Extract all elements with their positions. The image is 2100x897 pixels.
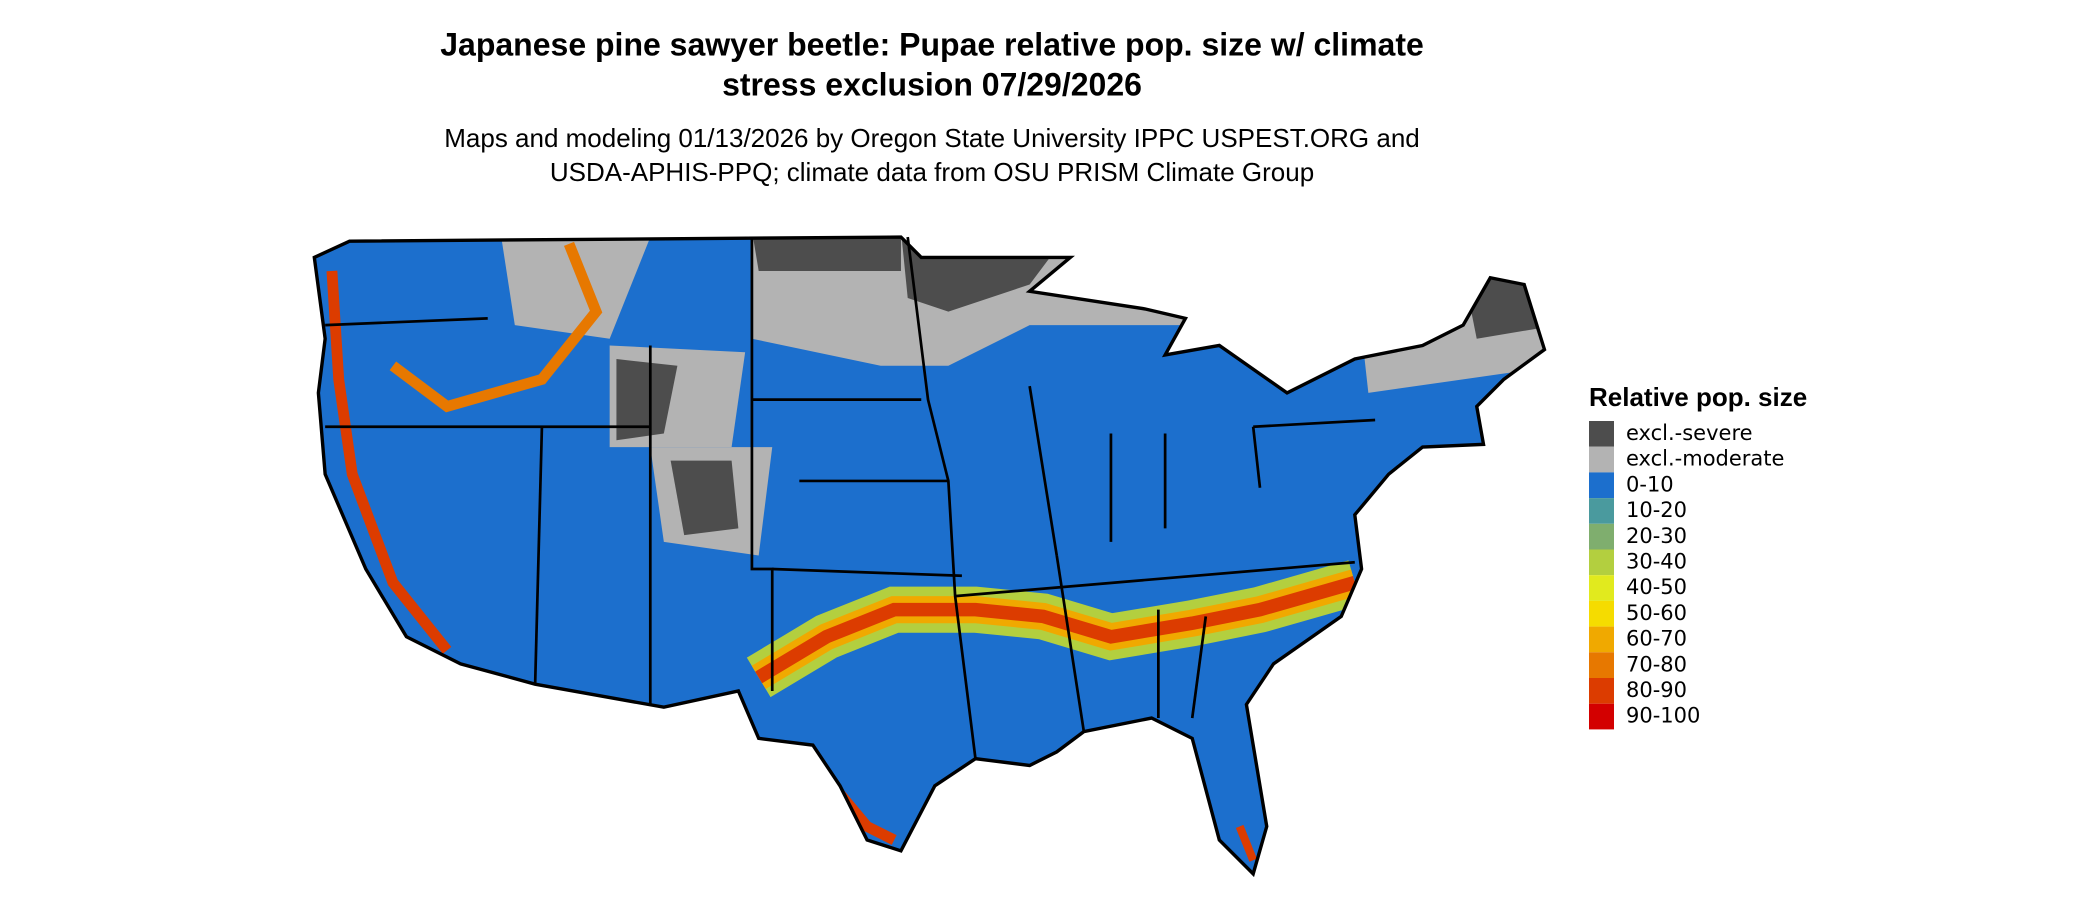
legend-label: 50-60 <box>1626 601 1687 625</box>
legend-swatch <box>1589 703 1614 730</box>
legend-label: 0-10 <box>1626 472 1674 496</box>
legend-swatch <box>1589 549 1614 576</box>
legend-swatch <box>1589 678 1614 704</box>
subtitle-line: USDA-APHIS-PPQ; climate data from OSU PR… <box>550 157 1314 187</box>
us-map <box>312 235 1547 876</box>
title-line: stress exclusion 07/29/2026 <box>722 66 1142 102</box>
legend-swatch <box>1589 575 1614 601</box>
legend-swatch <box>1589 652 1614 678</box>
legend-label: 80-90 <box>1626 678 1687 702</box>
legend-swatch <box>1589 446 1614 473</box>
title-line: Japanese pine sawyer beetle: Pupae relat… <box>440 26 1424 62</box>
legend-title: Relative pop. size <box>1589 382 1807 412</box>
legend-label: excl.-severe <box>1626 421 1753 445</box>
legend-swatch <box>1589 498 1614 524</box>
legend-label: 90-100 <box>1626 704 1700 728</box>
legend-swatch <box>1589 421 1614 447</box>
legend-label: excl.-moderate <box>1626 447 1784 471</box>
legend-label: 70-80 <box>1626 652 1687 676</box>
subtitle-line: Maps and modeling 01/13/2026 by Oregon S… <box>444 123 1420 153</box>
legend-label: 30-40 <box>1626 550 1687 574</box>
legend-label: 10-20 <box>1626 498 1687 522</box>
legend-swatch <box>1589 472 1614 499</box>
legend-swatch <box>1589 626 1614 653</box>
legend-swatch <box>1589 523 1614 550</box>
legend-swatch <box>1589 600 1614 627</box>
legend-label: 20-30 <box>1626 524 1687 548</box>
legend-label: 40-50 <box>1626 575 1687 599</box>
legend: Relative pop. size excl.-severeexcl.-mod… <box>1589 382 1807 730</box>
legend-label: 60-70 <box>1626 627 1687 651</box>
